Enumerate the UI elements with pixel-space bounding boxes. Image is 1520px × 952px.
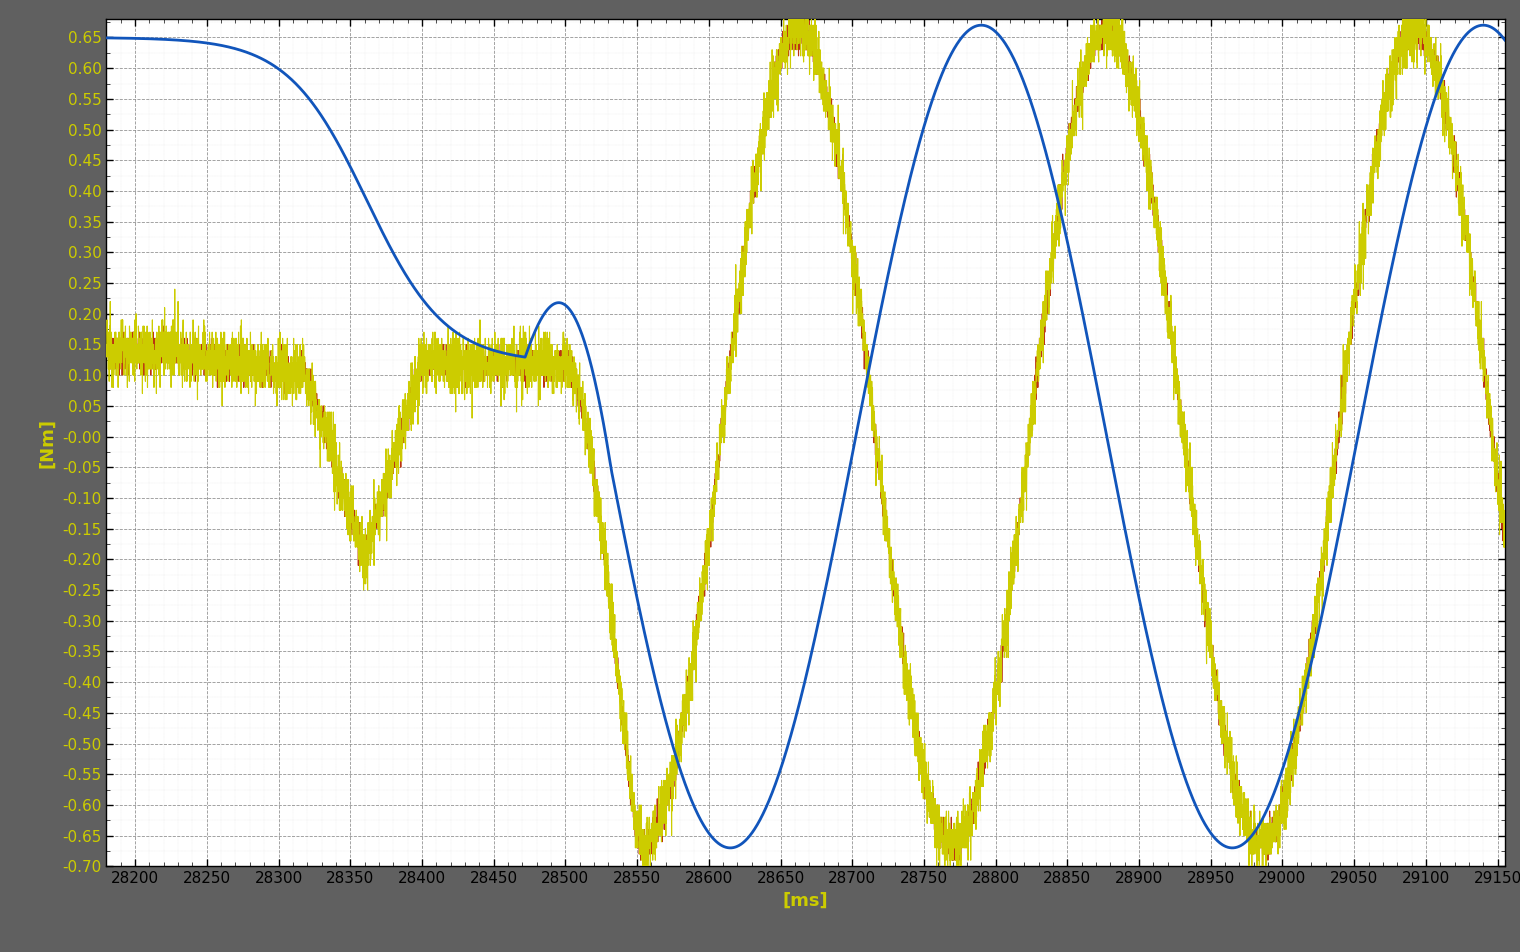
Y-axis label: [Nm]: [Nm] (38, 418, 56, 467)
X-axis label: [ms]: [ms] (783, 892, 828, 910)
